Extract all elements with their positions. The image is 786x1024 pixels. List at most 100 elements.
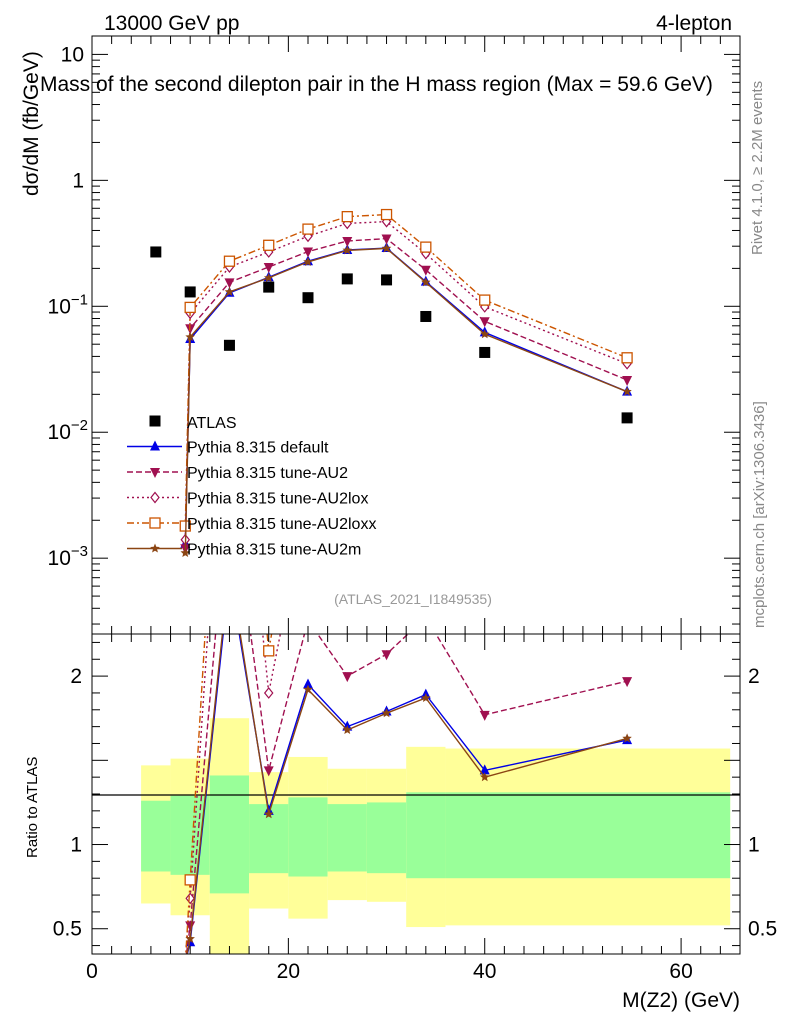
band-green <box>327 804 367 872</box>
ratio-point-2 <box>185 892 195 905</box>
ratio-point-4 <box>303 684 313 694</box>
data-point <box>621 412 633 424</box>
y-tick-label: 10−2 <box>48 417 88 444</box>
x-tick-label: 20 <box>277 960 300 983</box>
series-point-4 <box>224 286 235 296</box>
y-tick-label: 10−3 <box>48 543 88 570</box>
legend-label-0: Pythia 8.315 default <box>187 440 329 457</box>
y-tick-label: 10−1 <box>48 291 88 318</box>
series-point-1 <box>263 263 274 274</box>
ratio-y-tick-label-left: 2 <box>70 665 82 688</box>
ratio-point-4 <box>381 708 392 718</box>
series-point-1 <box>479 317 490 328</box>
main-panel: 10−3 10−2 10−1 1 10 (ATLAS_2021_I1849535) <box>48 35 741 635</box>
ratio-point-1 <box>479 710 490 721</box>
ratio-point-2 <box>263 686 274 699</box>
energy-label: 13000 GeV pp <box>104 12 239 35</box>
series-point-4 <box>180 548 190 557</box>
series-point-3 <box>184 301 196 314</box>
series-line-3 <box>184 213 628 527</box>
ratio-point-4 <box>480 772 490 782</box>
legend-label-2: Pythia 8.315 tune-AU2lox <box>187 491 368 508</box>
main-ylabel: dσ/dM (fb/GeV) <box>20 51 43 196</box>
data-point <box>150 246 162 258</box>
band-green <box>406 792 446 879</box>
series-point-4 <box>342 245 352 255</box>
series-point-3 <box>302 223 314 235</box>
legend-marker-data <box>149 415 161 427</box>
ratio-point-4 <box>421 693 431 702</box>
ratio-y-tick-label-left: 1 <box>70 834 82 857</box>
ratio-point-4 <box>342 725 352 734</box>
data-point <box>420 310 432 322</box>
ratio-point-1 <box>342 672 353 683</box>
rivet-version-label: Rivet 4.1.0, ≥ 2.2M events <box>749 81 766 255</box>
series-point-4 <box>421 277 431 287</box>
plot-title: Mass of the second dilepton pair in the … <box>40 73 713 96</box>
ratio-point-1 <box>185 921 196 932</box>
series-point-3 <box>341 210 353 223</box>
x-tick-label: 0 <box>86 960 98 983</box>
series-line-1 <box>184 237 628 549</box>
series-point-1 <box>224 278 235 289</box>
ratio-point-0 <box>479 764 490 775</box>
series-point-1 <box>342 236 353 247</box>
series-point-3 <box>420 241 432 253</box>
legend-marker-0 <box>150 440 160 451</box>
series-line-4 <box>184 247 628 554</box>
x-tick-label: 60 <box>669 960 692 983</box>
legend-marker-2 <box>150 491 160 504</box>
ratio-y-tick-label-right: 1 <box>748 834 760 857</box>
ratio-y-tick-label-left: 0.5 <box>53 918 82 941</box>
series-point-3 <box>223 255 236 267</box>
legend-marker-3 <box>149 517 161 529</box>
series-point-1 <box>381 234 392 245</box>
x-tick-label: 40 <box>473 960 496 983</box>
xlabel: M(Z2) (GeV) <box>622 989 740 1012</box>
ratio-point-3 <box>263 645 275 657</box>
band-green <box>366 802 407 874</box>
ratio-line-1 <box>185 634 628 954</box>
analysis-id-label: (ATLAS_2021_I1849535) <box>334 591 492 607</box>
data-point <box>302 292 314 304</box>
series-point-4 <box>622 386 632 396</box>
series-point-3 <box>479 294 491 306</box>
series-point-4 <box>381 243 392 253</box>
series-point-3 <box>621 352 633 364</box>
legend: ATLAS Pythia 8.315 default Pythia 8.315 tu… <box>127 415 376 559</box>
series-point-4 <box>185 332 195 342</box>
series-point-4 <box>303 256 313 266</box>
series-line-2 <box>184 220 628 540</box>
ratio-frame <box>91 633 741 955</box>
series-point-3 <box>380 208 393 221</box>
series-point-4 <box>264 272 274 282</box>
ratio-panel: 0 20 40 60 0.5 0.5 1 1 2 2 <box>53 633 777 983</box>
data-point <box>263 281 275 293</box>
series-point-3 <box>263 239 275 251</box>
series-point-4 <box>480 329 490 339</box>
band-green <box>445 792 731 879</box>
ratio-y-tick-label-right: 2 <box>748 665 760 688</box>
ratio-point-1 <box>381 650 392 661</box>
data-point <box>184 286 196 298</box>
legend-label-data: ATLAS <box>187 415 237 432</box>
legend-label-4: Pythia 8.315 tune-AU2m <box>187 542 361 559</box>
ratio-point-4 <box>622 733 632 743</box>
ratio-ylabel: Ratio to ATLAS <box>24 757 41 858</box>
band-green <box>209 775 250 894</box>
data-point <box>479 346 491 358</box>
ratio-point-4 <box>185 933 195 943</box>
band-green <box>141 800 171 872</box>
data-point <box>223 339 235 351</box>
band-green <box>288 797 328 877</box>
series-point-1 <box>420 265 431 276</box>
ratio-point-0 <box>303 678 313 689</box>
ratio-line-4 <box>186 634 628 954</box>
ratio-point-4 <box>264 809 274 819</box>
channel-label: 4-lepton <box>656 12 732 35</box>
mcplots-label: mcplots.cern.ch [arXiv:1306.3436] <box>751 401 768 628</box>
ratio-point-1 <box>263 766 274 777</box>
legend-marker-1 <box>150 468 160 478</box>
y-tick-label: 1 <box>72 169 84 192</box>
